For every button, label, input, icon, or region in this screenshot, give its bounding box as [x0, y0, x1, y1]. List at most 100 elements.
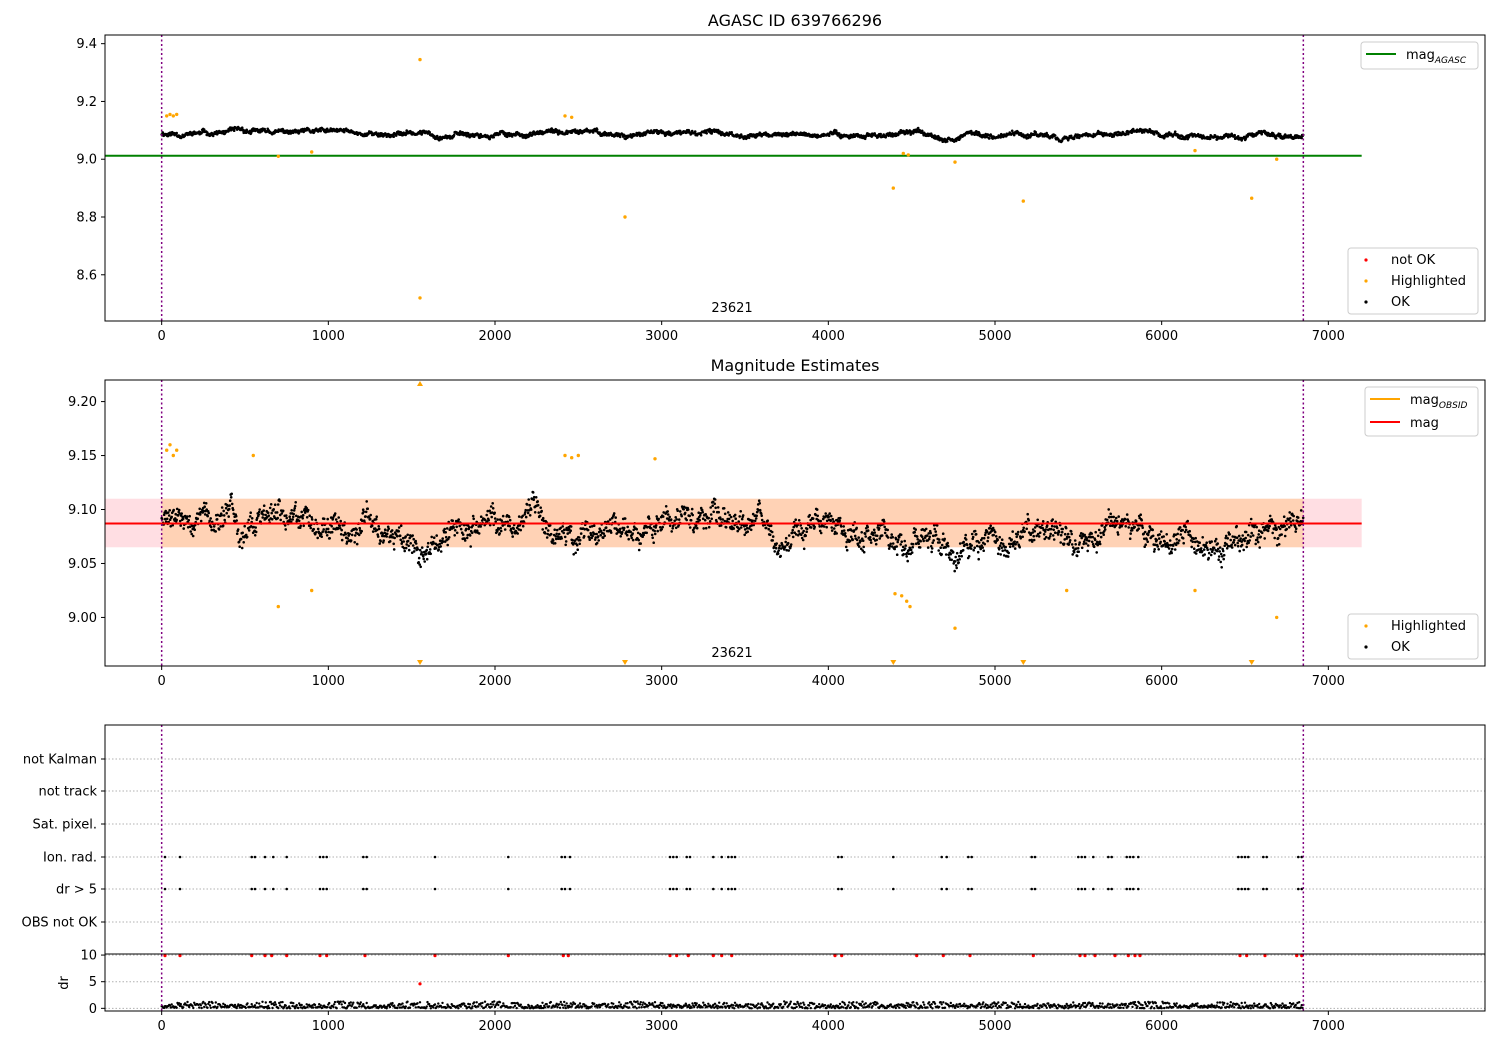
agasc-highlighted-point — [570, 116, 573, 119]
magnitude-ok-point — [668, 516, 671, 519]
dr-ok-point — [211, 1002, 213, 1004]
magnitude-ok-point — [1027, 519, 1030, 522]
magnitude-ok-point — [1085, 542, 1088, 545]
magnitude-ok-point — [407, 545, 410, 548]
magnitude-ok-point — [499, 527, 502, 530]
magnitude-ok-point — [960, 555, 963, 558]
magnitude-ok-point — [702, 527, 705, 530]
magnitude-ok-point — [958, 558, 961, 561]
magnitude-ok-point — [723, 507, 726, 510]
magnitude-ok-point — [418, 557, 421, 560]
flag-point — [675, 856, 678, 859]
magnitude-ok-point — [451, 519, 454, 522]
magnitude-ok-point — [307, 509, 310, 512]
agasc-highlighted-point — [418, 296, 421, 299]
magnitude-ok-point — [257, 513, 260, 516]
magnitude-ok-point — [938, 538, 941, 541]
magnitude-ok-point — [196, 517, 199, 520]
magnitude-ok-point — [992, 534, 995, 537]
magnitude-ok-point — [598, 527, 601, 530]
magnitude-ok-point — [222, 525, 225, 528]
magnitude-ok-point — [619, 535, 622, 538]
magnitude-ok-point — [838, 519, 841, 522]
flag-point — [685, 856, 688, 859]
magnitude-ok-point — [1244, 537, 1247, 540]
magnitude-ok-point — [760, 512, 763, 515]
magnitude-ok-point — [922, 540, 925, 543]
flag-point — [362, 888, 365, 891]
magnitude-ok-point — [393, 548, 396, 551]
magnitude-ok-point — [1206, 549, 1209, 552]
flag-point — [1110, 888, 1113, 891]
magnitude-ok-point — [205, 502, 208, 505]
magnitude-ok-point — [446, 544, 449, 547]
magnitude-ok-point — [429, 548, 432, 551]
magnitude-ok-point — [1300, 509, 1303, 512]
magnitude-ok-point — [977, 558, 980, 561]
magnitude-ok-point — [791, 532, 794, 535]
flag-point — [319, 856, 322, 859]
agasc-ok-point — [1275, 137, 1278, 140]
magnitude-ok-point — [844, 532, 847, 535]
magnitude-ok-point — [560, 537, 563, 540]
flag-point — [250, 888, 253, 891]
magnitude-ok-point — [1238, 535, 1241, 538]
magnitude-ok-point — [1015, 536, 1018, 539]
magnitude-ok-point — [804, 535, 807, 538]
magnitude-ok-point — [835, 532, 838, 535]
magnitude-ok-point — [278, 500, 281, 503]
magnitude-ok-point — [1061, 531, 1064, 534]
magnitude-ok-point — [870, 541, 873, 544]
magnitude-ok-point — [972, 536, 975, 539]
magnitude-ok-point — [1222, 558, 1225, 561]
magnitude-ok-point — [1127, 526, 1130, 529]
magnitude-ok-point — [867, 529, 870, 532]
dr-ok-point — [277, 1007, 279, 1009]
flag-point — [967, 888, 970, 891]
magnitude-ok-point — [1178, 539, 1181, 542]
flag-point — [940, 856, 943, 859]
magnitude-ok-point — [724, 513, 727, 516]
magnitude-ok-point — [1191, 540, 1194, 543]
magnitude-ok-point — [833, 527, 836, 530]
magnitude-ok-point — [927, 546, 930, 549]
magnitude-ok-point — [849, 540, 852, 543]
dr-ok-point — [251, 1003, 253, 1005]
dr-ok-point — [192, 1007, 194, 1009]
magnitude-ok-point — [544, 532, 547, 535]
flag-point — [254, 888, 257, 891]
dr-ok-point — [182, 1006, 184, 1008]
flag-point — [1077, 856, 1080, 859]
magnitude-ok-point — [1056, 527, 1059, 530]
flag-point — [322, 888, 325, 891]
magnitude-ok-point — [1116, 520, 1119, 523]
flag-point — [1137, 888, 1140, 891]
magnitude-ok-point — [535, 496, 538, 499]
magnitude-ok-point — [857, 536, 860, 539]
magnitude-ok-point — [1045, 536, 1048, 539]
magnitude-ok-point — [1049, 533, 1052, 536]
magnitude-ok-point — [1070, 533, 1073, 536]
magnitude-ok-point — [471, 532, 474, 535]
magnitude-ok-point — [270, 503, 273, 506]
magnitude-ok-point — [1094, 531, 1097, 534]
magnitude-ok-point — [661, 526, 664, 529]
agasc-annotation: 23621 — [711, 301, 752, 316]
magnitude-ok-point — [968, 555, 971, 558]
magnitude-ok-point — [337, 516, 340, 519]
magnitude-ok-point — [928, 538, 931, 541]
magnitude-ok-point — [1069, 539, 1072, 542]
dr-ok-point — [261, 1001, 263, 1003]
legend-label-ok: OK — [1391, 640, 1410, 655]
magnitude-ok-point — [170, 516, 173, 519]
agasc-x-tick-label: 5000 — [978, 329, 1011, 344]
magnitude-ok-point — [1046, 524, 1049, 527]
flag-point — [892, 856, 895, 859]
dr-ok-point — [296, 1004, 298, 1006]
magnitude-ok-point — [1165, 533, 1168, 536]
magnitude-ok-point — [854, 535, 857, 538]
magnitude-ok-point — [1070, 530, 1073, 533]
magnitude-ok-point — [1177, 542, 1180, 545]
flag-point — [1132, 888, 1135, 891]
magnitude-ok-point — [859, 540, 862, 543]
